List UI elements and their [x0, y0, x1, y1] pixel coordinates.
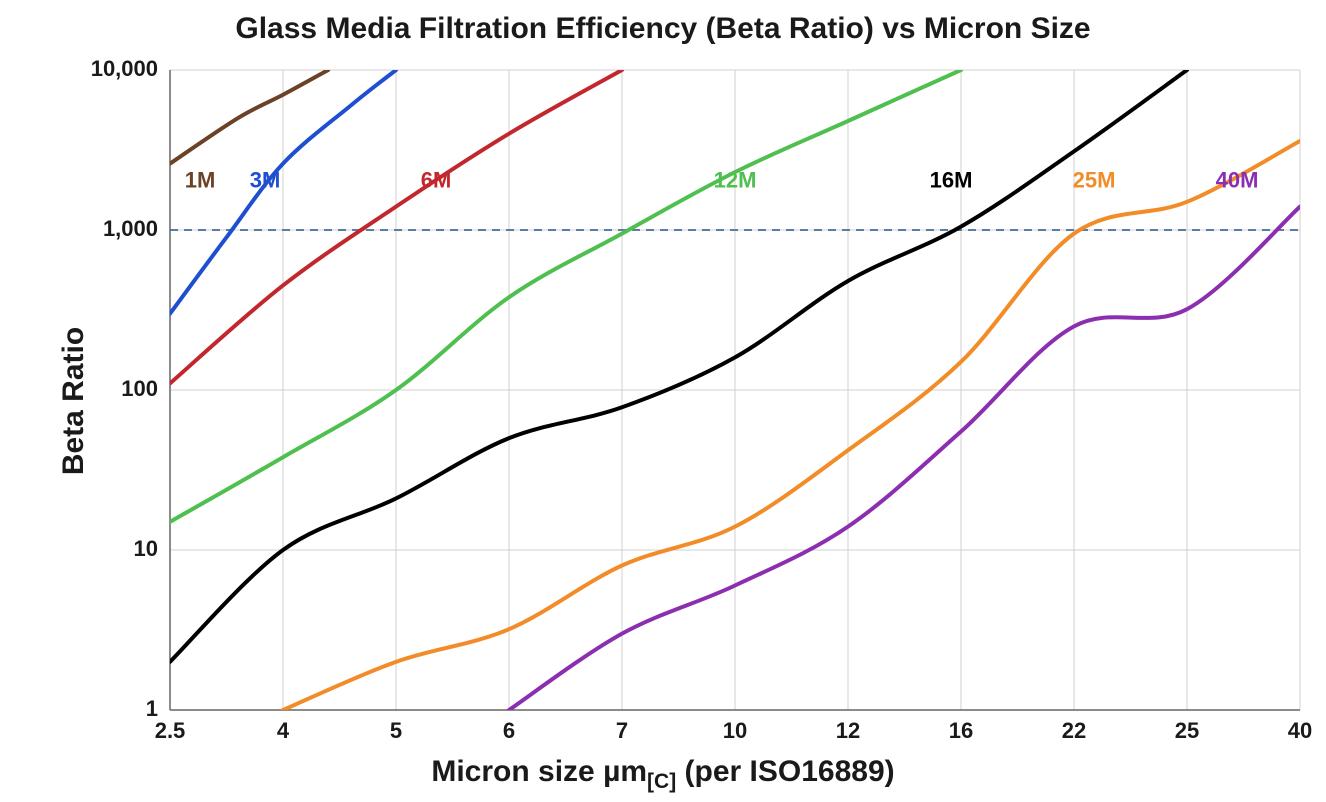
- series-label-40M: 40M: [1216, 168, 1259, 193]
- series-label-16M: 16M: [930, 168, 973, 193]
- series-label-1M: 1M: [185, 168, 216, 193]
- plot-svg: 1101001,00010,0002.545671012162225401M3M…: [0, 0, 1326, 802]
- x-tick-label: 2.5: [155, 718, 186, 743]
- x-tick-label: 40: [1288, 718, 1312, 743]
- x-tick-label: 5: [390, 718, 402, 743]
- series-label-12M: 12M: [714, 168, 757, 193]
- x-tick-label: 4: [277, 718, 290, 743]
- chart-container: Glass Media Filtration Efficiency (Beta …: [0, 0, 1326, 802]
- x-tick-label: 16: [949, 718, 973, 743]
- x-tick-label: 6: [503, 718, 515, 743]
- series-label-25M: 25M: [1073, 168, 1116, 193]
- x-tick-label: 12: [836, 718, 860, 743]
- x-tick-label: 10: [723, 718, 747, 743]
- y-tick-label: 100: [121, 376, 158, 401]
- y-tick-label: 10,000: [91, 56, 158, 81]
- series-label-3M: 3M: [250, 168, 281, 193]
- series-label-6M: 6M: [421, 168, 452, 193]
- y-tick-label: 10: [134, 536, 158, 561]
- x-tick-label: 22: [1062, 718, 1086, 743]
- x-tick-label: 25: [1175, 718, 1199, 743]
- x-tick-label: 7: [616, 718, 628, 743]
- y-tick-label: 1,000: [103, 216, 158, 241]
